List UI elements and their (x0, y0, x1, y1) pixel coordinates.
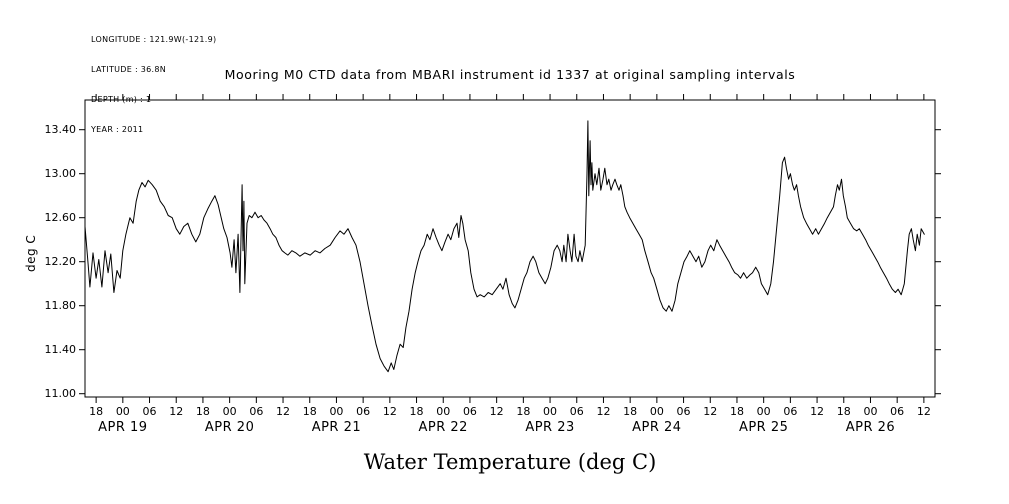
date-label: APR 23 (525, 420, 574, 435)
x-tick-label: 00 (116, 405, 130, 418)
metadata-year: YEAR : 2011 (91, 125, 144, 134)
x-tick-label: 18 (410, 405, 424, 418)
x-tick-label: 12 (490, 405, 504, 418)
plot-frame (84, 99, 936, 398)
x-tick-label: 00 (650, 405, 664, 418)
x-tick-label: 06 (463, 405, 477, 418)
date-label: APR 24 (632, 420, 681, 435)
date-label: APR 22 (419, 420, 468, 435)
x-tick-label: 00 (543, 405, 557, 418)
x-tick-label: 00 (223, 405, 237, 418)
x-tick-label: 00 (757, 405, 771, 418)
x-tick-label: 18 (196, 405, 210, 418)
x-tick-label: 12 (596, 405, 610, 418)
x-tick-label: 06 (783, 405, 797, 418)
date-label: APR 25 (739, 420, 788, 435)
chart-title: Mooring M0 CTD data from MBARI instrumen… (224, 67, 796, 82)
x-tick-label: 00 (863, 405, 877, 418)
x-tick-label: 18 (303, 405, 317, 418)
x-tick-label: 18 (730, 405, 744, 418)
x-tick-label: 06 (143, 405, 157, 418)
date-label: APR 21 (312, 420, 361, 435)
metadata-longitude: LONGITUDE : 121.9W(-121.9) (91, 35, 217, 44)
date-label: APR 19 (98, 420, 147, 435)
y-tick-label: 11.40 (45, 343, 77, 356)
x-tick-label: 06 (249, 405, 263, 418)
x-tick-label: 12 (810, 405, 824, 418)
x-tick-label: 18 (89, 405, 103, 418)
date-label: APR 20 (205, 420, 254, 435)
x-tick-label: 12 (703, 405, 717, 418)
y-tick-label: 11.00 (45, 387, 77, 400)
x-tick-label: 18 (837, 405, 851, 418)
x-tick-label: 06 (677, 405, 691, 418)
y-tick-label: 13.00 (45, 167, 77, 180)
x-tick-label: 06 (356, 405, 370, 418)
x-tick-label: 06 (890, 405, 904, 418)
date-label: APR 26 (846, 420, 895, 435)
y-tick-label: 12.60 (45, 211, 77, 224)
y-tick-label: 12.20 (45, 255, 77, 268)
metadata-latitude: LATITUDE : 36.8N (91, 65, 167, 74)
x-tick-label: 18 (623, 405, 637, 418)
x-tick-label: 12 (383, 405, 397, 418)
x-tick-label: 00 (436, 405, 450, 418)
y-tick-label: 13.40 (45, 123, 77, 136)
x-tick-label: 18 (516, 405, 530, 418)
x-tick-label: 12 (917, 405, 931, 418)
x-tick-label: 12 (169, 405, 183, 418)
y-tick-label: 11.80 (45, 299, 77, 312)
temperature-line (84, 120, 925, 373)
x-tick-label: 00 (329, 405, 343, 418)
x-tick-label: 12 (276, 405, 290, 418)
x-tick-label: 06 (570, 405, 584, 418)
x-axis-caption: Water Temperature (deg C) (363, 450, 657, 474)
